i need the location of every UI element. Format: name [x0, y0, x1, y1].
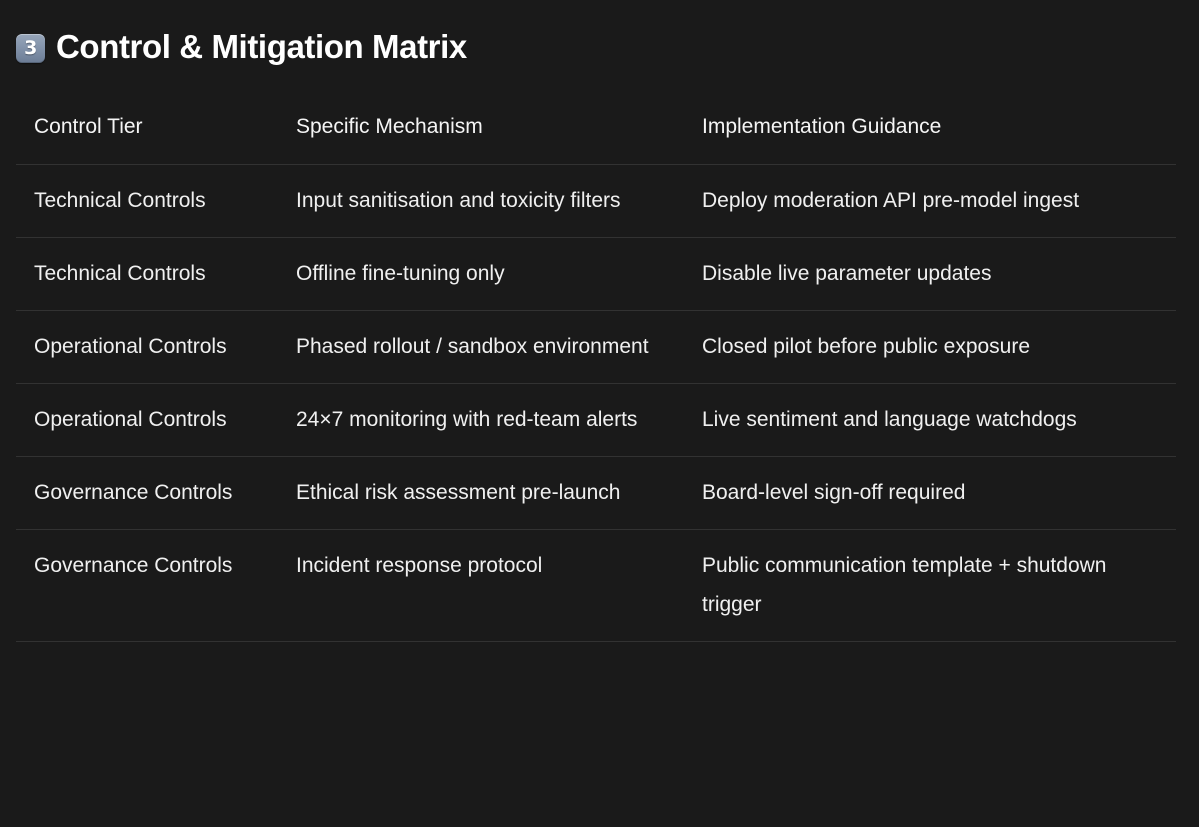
cell-control-tier: Technical Controls: [16, 237, 278, 311]
cell-text: Operational Controls: [34, 408, 227, 431]
cell-text: Live sentiment and language watchdogs: [702, 408, 1077, 431]
cell-text: Operational Controls: [34, 335, 227, 358]
control-mitigation-matrix-table: Control Tier Specific Mechanism Implemen…: [16, 94, 1176, 642]
cell-control-tier: Governance Controls: [16, 456, 278, 530]
cell-control-tier: Operational Controls: [16, 310, 278, 384]
cell-control-tier: Technical Controls: [16, 164, 278, 238]
cell-implementation-guidance: Deploy moderation API pre-model ingest: [684, 164, 1176, 238]
page-heading: 3 Control & Mitigation Matrix: [0, 0, 1199, 94]
cell-text: Incident response protocol: [296, 554, 543, 577]
column-header-label: Control Tier: [34, 115, 143, 138]
cell-specific-mechanism: 24×7 monitoring with red-team alerts: [278, 383, 684, 457]
table-row: Operational Controls 24×7 monitoring wit…: [16, 383, 1176, 457]
cell-text: 24×7 monitoring with red-team alerts: [296, 408, 638, 431]
cell-text: Offline fine-tuning only: [296, 262, 505, 285]
cell-implementation-guidance: Public communication template + shutdown…: [684, 529, 1176, 642]
cell-specific-mechanism: Incident response protocol: [278, 529, 684, 642]
table-row: Governance Controls Ethical risk assessm…: [16, 456, 1176, 530]
column-header-label: Specific Mechanism: [296, 115, 483, 138]
cell-text: Disable live parameter updates: [702, 262, 992, 285]
table-body: Technical Controls Input sanitisation an…: [16, 164, 1176, 642]
column-header-implementation-guidance: Implementation Guidance: [684, 94, 1176, 165]
cell-text: Input sanitisation and toxicity filters: [296, 189, 621, 212]
cell-text: Technical Controls: [34, 189, 206, 212]
table-header: Control Tier Specific Mechanism Implemen…: [16, 94, 1176, 165]
cell-implementation-guidance: Closed pilot before public exposure: [684, 310, 1176, 384]
cell-control-tier: Governance Controls: [16, 529, 278, 642]
badge-number: 3: [24, 36, 37, 59]
cell-specific-mechanism: Ethical risk assessment pre-launch: [278, 456, 684, 530]
cell-text: Governance Controls: [34, 554, 233, 577]
cell-specific-mechanism: Offline fine-tuning only: [278, 237, 684, 311]
page-title: Control & Mitigation Matrix: [56, 27, 467, 65]
cell-text: Phased rollout / sandbox environment: [296, 335, 649, 358]
table-header-row: Control Tier Specific Mechanism Implemen…: [16, 94, 1176, 165]
column-header-control-tier: Control Tier: [16, 94, 278, 165]
table-row: Technical Controls Offline fine-tuning o…: [16, 237, 1176, 311]
cell-text: Governance Controls: [34, 481, 233, 504]
cell-text: Technical Controls: [34, 262, 206, 285]
table-row: Operational Controls Phased rollout / sa…: [16, 310, 1176, 384]
column-header-label: Implementation Guidance: [702, 115, 942, 138]
cell-implementation-guidance: Live sentiment and language watchdogs: [684, 383, 1176, 457]
column-header-specific-mechanism: Specific Mechanism: [278, 94, 684, 165]
cell-specific-mechanism: Phased rollout / sandbox environment: [278, 310, 684, 384]
cell-text: Deploy moderation API pre-model ingest: [702, 189, 1080, 212]
cell-implementation-guidance: Board-level sign-off required: [684, 456, 1176, 530]
cell-text: Ethical risk assessment pre-launch: [296, 481, 621, 504]
cell-control-tier: Operational Controls: [16, 383, 278, 457]
cell-text: Board-level sign-off required: [702, 481, 966, 504]
cell-text: Closed pilot before public exposure: [702, 335, 1031, 358]
cell-implementation-guidance: Disable live parameter updates: [684, 237, 1176, 311]
cell-text: Public communication template + shutdown…: [702, 554, 1107, 616]
table-row: Governance Controls Incident response pr…: [16, 529, 1176, 642]
cell-specific-mechanism: Input sanitisation and toxicity filters: [278, 164, 684, 238]
keycap-three-icon: 3: [16, 33, 45, 63]
table-row: Technical Controls Input sanitisation an…: [16, 164, 1176, 238]
